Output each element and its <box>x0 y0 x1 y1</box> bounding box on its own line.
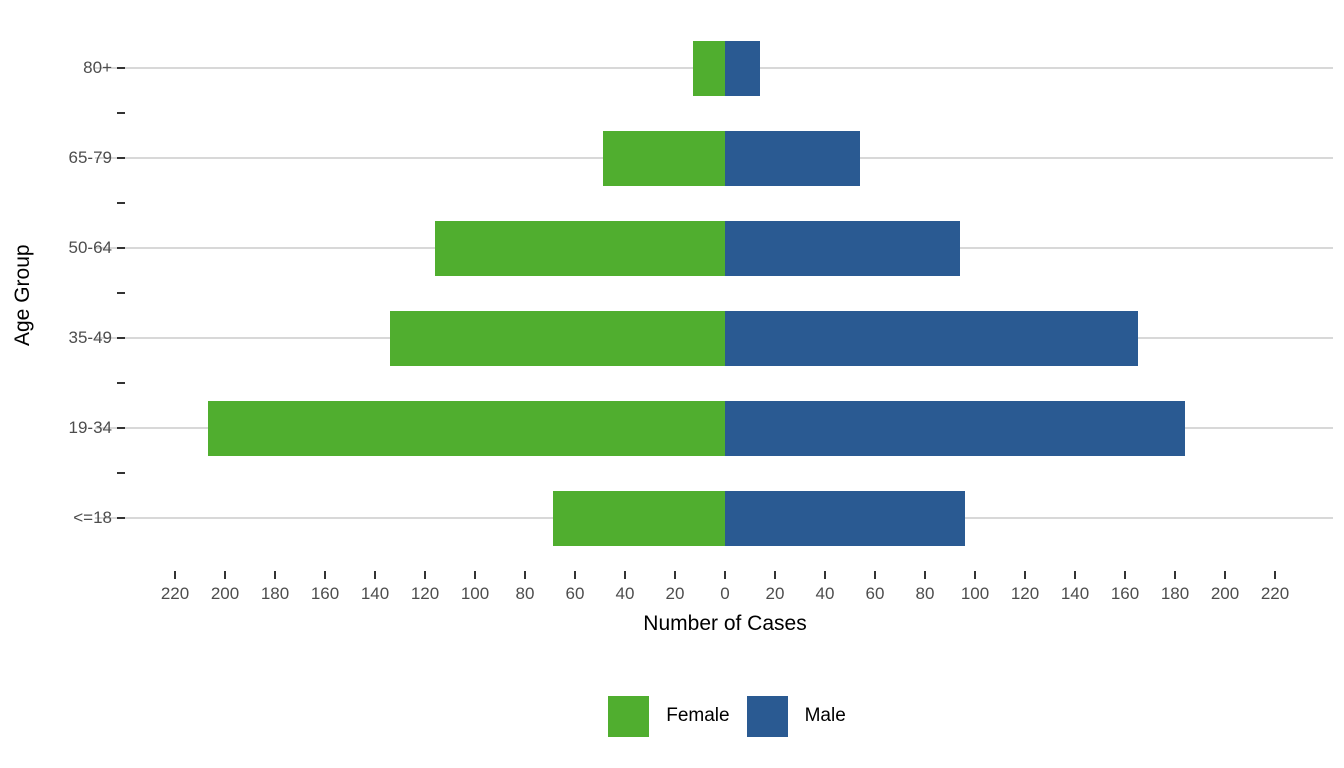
x-tick-label: 180 <box>1160 584 1190 603</box>
x-tick-mark <box>424 571 426 579</box>
x-tick-label: 100 <box>460 584 490 603</box>
y-tick-label: <=18 <box>73 508 112 527</box>
x-tick-mark <box>774 571 776 579</box>
x-tick-label: 120 <box>410 584 440 603</box>
x-tick-mark <box>174 571 176 579</box>
legend-item-male: Male <box>746 695 846 737</box>
x-tick-label: 140 <box>1060 584 1090 603</box>
bar-male-19-34 <box>725 400 1185 456</box>
x-tick-label: 160 <box>310 584 340 603</box>
bar-female-80+ <box>692 40 725 96</box>
x-tick-label: 80 <box>915 584 935 603</box>
x-tick-mark <box>1024 571 1026 579</box>
legend-item-female: Female <box>608 695 730 737</box>
x-tick-label: 200 <box>210 584 240 603</box>
bar-female-<=18 <box>552 490 725 546</box>
x-tick-label: 160 <box>1110 584 1140 603</box>
legend: Female Male <box>110 694 1344 738</box>
x-tick-mark <box>624 571 626 579</box>
x-tick-mark <box>1224 571 1226 579</box>
bar-female-65-79 <box>602 130 725 186</box>
y-tick-label: 19-34 <box>68 418 112 437</box>
x-tick-label: 80 <box>515 584 535 603</box>
legend-label-female: Female <box>666 705 730 726</box>
bar-male-35-49 <box>725 310 1138 366</box>
y-tick-label: 80+ <box>83 58 112 77</box>
x-tick-mark <box>1174 571 1176 579</box>
y-tick-mark <box>117 427 125 429</box>
x-tick-label: 0 <box>720 584 730 603</box>
bar-female-19-34 <box>207 400 725 456</box>
bar-female-50-64 <box>435 220 725 276</box>
x-tick-mark <box>974 571 976 579</box>
x-tick-mark <box>524 571 526 579</box>
x-tick-mark <box>1274 571 1276 579</box>
legend-label-male: Male <box>804 705 846 726</box>
x-tick-mark <box>274 571 276 579</box>
bar-male-50-64 <box>725 220 960 276</box>
x-tick-mark <box>374 571 376 579</box>
x-tick-label: 20 <box>665 584 685 603</box>
y-tick-mark <box>117 517 125 519</box>
x-tick-label: 120 <box>1010 584 1040 603</box>
x-tick-mark <box>474 571 476 579</box>
bar-male-65-79 <box>725 130 860 186</box>
x-tick-mark <box>324 571 326 579</box>
y-tick-mark <box>117 67 125 69</box>
x-tick-mark <box>574 571 576 579</box>
x-tick-mark <box>1124 571 1126 579</box>
y-tick-label: 35-49 <box>68 328 112 347</box>
x-tick-mark <box>224 571 226 579</box>
x-tick-mark <box>924 571 926 579</box>
x-tick-mark <box>1074 571 1076 579</box>
x-tick-label: 60 <box>565 584 585 603</box>
x-tick-label: 60 <box>865 584 885 603</box>
x-tick-label: 180 <box>260 584 290 603</box>
bar-male-80+ <box>725 40 760 96</box>
legend-swatch-female <box>608 695 650 737</box>
bar-female-35-49 <box>390 310 725 366</box>
y-minor-tick-mark <box>117 472 125 474</box>
y-minor-tick-mark <box>117 292 125 294</box>
x-axis-title: Number of Cases <box>643 612 807 635</box>
y-tick-mark <box>117 157 125 159</box>
legend-swatch-male <box>746 695 788 737</box>
x-tick-label: 140 <box>360 584 390 603</box>
x-tick-label: 40 <box>815 584 835 603</box>
x-tick-mark <box>824 571 826 579</box>
y-minor-tick-mark <box>117 112 125 114</box>
y-minor-tick-mark <box>117 382 125 384</box>
bar-male-<=18 <box>725 490 965 546</box>
x-tick-label: 40 <box>615 584 635 603</box>
y-tick-mark <box>117 247 125 249</box>
x-tick-mark <box>724 571 726 579</box>
x-tick-mark <box>674 571 676 579</box>
y-tick-label: 65-79 <box>68 148 112 167</box>
x-tick-label: 200 <box>1210 584 1240 603</box>
x-tick-label: 220 <box>160 584 190 603</box>
y-tick-mark <box>117 337 125 339</box>
x-tick-label: 220 <box>1260 584 1290 603</box>
x-tick-mark <box>874 571 876 579</box>
y-tick-label: 50-64 <box>68 238 112 257</box>
x-tick-label: 100 <box>960 584 990 603</box>
y-minor-tick-mark <box>117 202 125 204</box>
x-tick-label: 20 <box>765 584 785 603</box>
